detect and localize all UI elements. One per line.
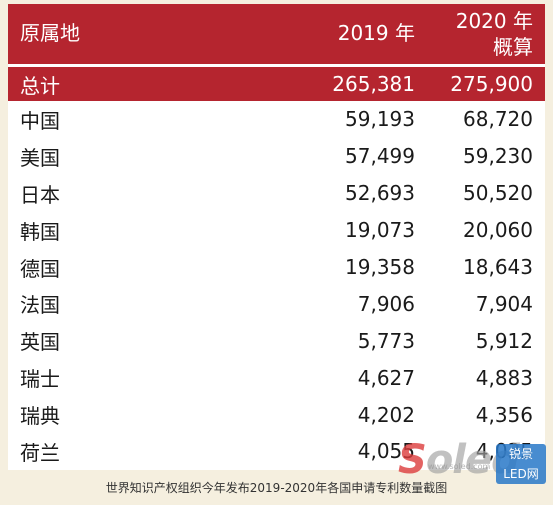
table-row: 英国 5,773 5,912 [8,322,545,359]
value-2019: 19,073 [345,218,415,243]
value-2020: 18,643 [463,255,533,279]
total-row: 总计 265,381 275,900 [8,67,545,101]
country-name: 韩国 [20,219,60,244]
value-2019: 59,193 [345,107,415,132]
table-row: 中国 59,193 68,720 [8,101,545,138]
country-name: 瑞典 [20,404,60,429]
table-row: 日本 52,693 50,520 [8,175,545,212]
header-2020: 2020 年 概算 [456,8,533,60]
value-2019: 7,906 [357,291,415,316]
value-2020: 20,060 [463,218,533,243]
header-origin: 原属地 [20,21,80,45]
country-name: 英国 [20,330,60,355]
country-name: 美国 [20,145,60,170]
value-2020: 4,356 [475,402,533,427]
country-name: 法国 [20,293,60,318]
total-2020: 275,900 [450,72,533,96]
value-2019: 4,202 [357,402,415,427]
watermark-badge-line2: LED网 [503,467,539,481]
watermark-badge-line1: 锐景 [508,447,533,461]
value-2020: 4,883 [475,365,533,390]
table-header: 原属地 2019 年 2020 年 概算 [8,4,545,64]
country-rows: 中国 59,193 68,720 美国 57,499 59,230 日本 52,… [8,101,545,470]
table-row: 瑞士 4,627 4,883 [8,359,545,396]
value-2019: 4,627 [357,365,415,390]
country-name: 中国 [20,108,60,133]
table-row: 韩国 19,073 20,060 [8,212,545,249]
value-2020: 50,520 [463,181,533,206]
header-2020-estimate: 概算 [493,35,533,59]
country-name: 日本 [20,182,60,207]
total-label: 总计 [20,73,60,98]
country-name: 荷兰 [20,440,60,465]
value-2020: 59,230 [463,144,533,169]
value-2020: 5,912 [475,328,533,353]
value-2020: 7,904 [475,291,533,316]
soled-watermark: Soled www.soled.com 锐景 LED网 [398,436,546,492]
country-name: 瑞士 [20,367,60,392]
header-2020-year: 2020 年 [455,9,533,33]
table-row: 瑞典 4,202 4,356 [8,396,545,433]
table-row: 美国 57,499 59,230 [8,138,545,175]
image-caption: 世界知识产权组织今年发布2019-2020年各国申请专利数量截图 [105,481,448,495]
country-name: 德国 [20,256,60,281]
watermark-badge: 锐景 LED网 [496,444,546,484]
watermark-s: S [398,437,427,483]
value-2019: 52,693 [345,181,415,206]
header-2019: 2019 年 [337,21,415,45]
value-2019: 19,358 [345,255,415,279]
table-row: 德国 19,358 18,643 [8,249,545,286]
value-2019: 4,055 [357,439,415,464]
value-2020: 68,720 [463,107,533,132]
header-divider [8,64,545,67]
value-2019: 5,773 [357,328,415,353]
value-2019: 57,499 [345,144,415,169]
table-row: 法国 7,906 7,904 [8,285,545,322]
total-2019: 265,381 [332,72,415,96]
patent-table: 原属地 2019 年 2020 年 概算 总计 265,381 275,900 … [8,4,545,470]
watermark-url: www.soled.com [428,462,491,471]
